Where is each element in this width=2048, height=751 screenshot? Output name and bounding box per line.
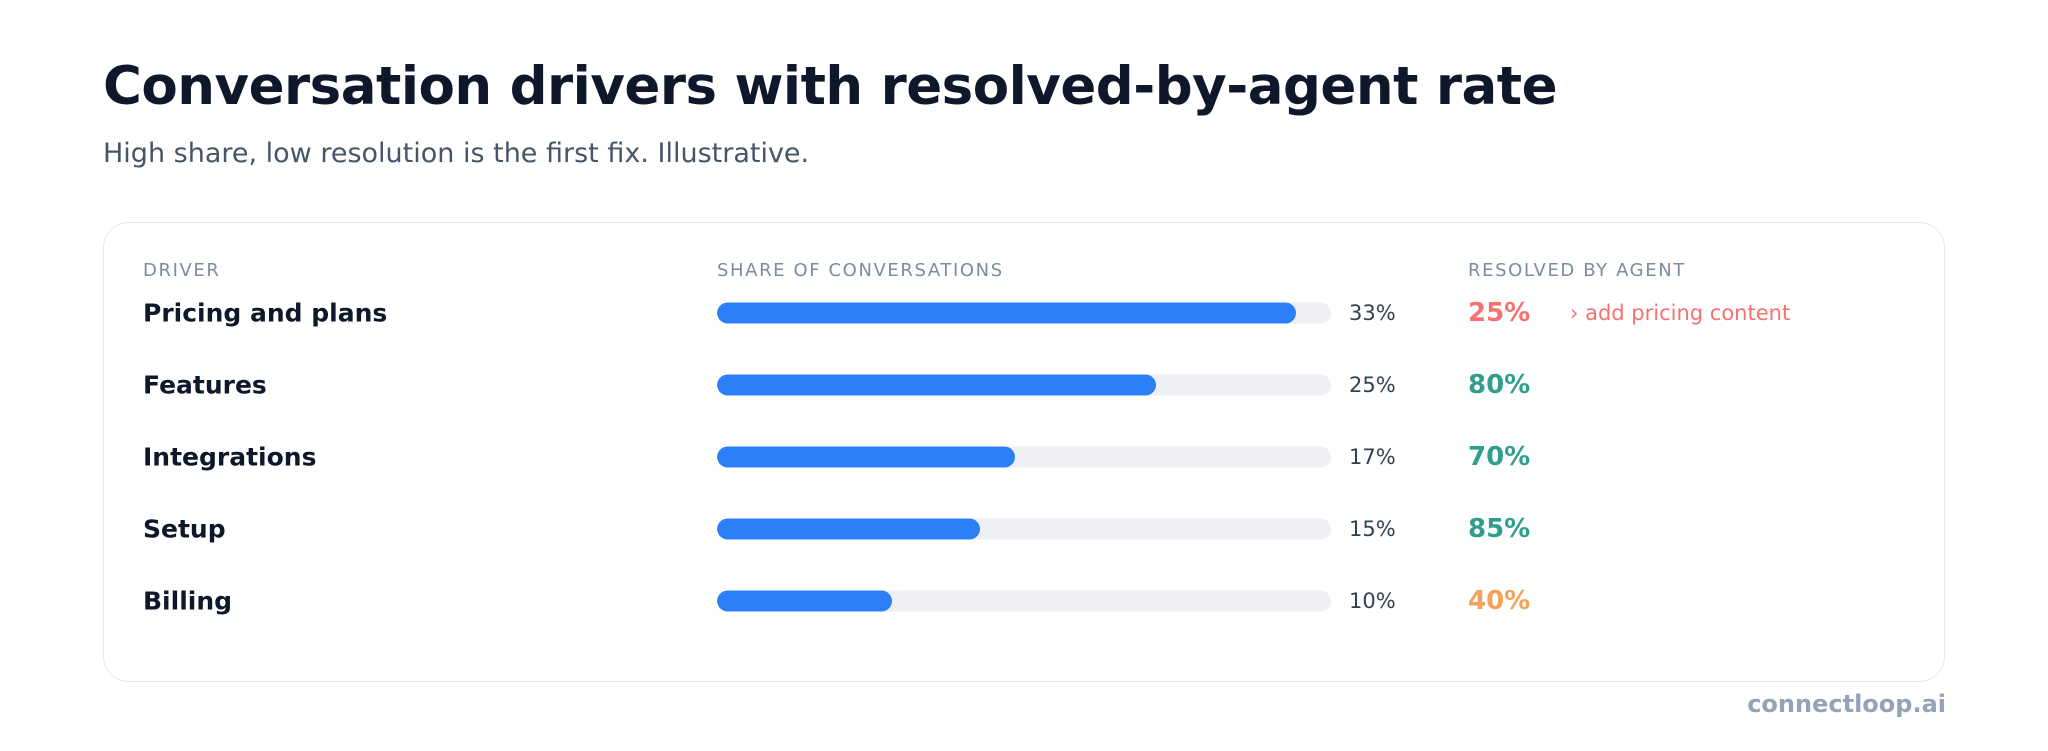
share-value-label: 10% xyxy=(1349,589,1396,613)
table-row: Integrations 17% 70% xyxy=(0,435,2048,479)
chart-subtitle: High share, low resolution is the first … xyxy=(103,138,810,169)
driver-label: Pricing and plans xyxy=(143,298,388,328)
share-value-label: 33% xyxy=(1349,301,1396,325)
share-value-label: 17% xyxy=(1349,445,1396,469)
table-row: Pricing and plans 33% 25% › add pricing con… xyxy=(0,291,2048,335)
driver-label: Features xyxy=(143,370,267,400)
driver-label: Integrations xyxy=(143,442,317,472)
brand-label: connectloop.ai xyxy=(1747,690,1946,718)
share-bar-track xyxy=(717,446,1331,468)
resolved-rate-label: 70% xyxy=(1468,442,1531,472)
table-row: Billing 10% 40% xyxy=(0,579,2048,623)
action-annotation: › add pricing content xyxy=(1570,301,1791,325)
share-bar xyxy=(717,374,1156,396)
table-row: Features 25% 80% xyxy=(0,363,2048,407)
resolved-rate-label: 40% xyxy=(1468,586,1531,616)
share-bar xyxy=(717,590,893,612)
share-bar xyxy=(717,302,1296,324)
table-row: Setup 15% 85% xyxy=(0,507,2048,551)
resolved-rate-label: 80% xyxy=(1468,370,1531,400)
column-header-resolved: RESOLVED BY AGENT xyxy=(1468,260,1686,281)
share-bar-track xyxy=(717,374,1331,396)
column-header-share: SHARE OF CONVERSATIONS xyxy=(717,260,1004,281)
share-bar-track xyxy=(717,518,1331,540)
share-value-label: 15% xyxy=(1349,517,1396,541)
resolved-rate-label: 85% xyxy=(1468,514,1531,544)
driver-label: Setup xyxy=(143,514,226,544)
share-value-label: 25% xyxy=(1349,373,1396,397)
resolved-rate-label: 25% xyxy=(1468,298,1531,328)
share-bar xyxy=(717,518,981,540)
share-bar-track xyxy=(717,590,1331,612)
driver-label: Billing xyxy=(143,586,233,616)
share-bar-track xyxy=(717,302,1331,324)
chart-title: Conversation drivers with resolved-by-ag… xyxy=(103,56,1558,117)
column-header-driver: DRIVER xyxy=(143,260,221,281)
share-bar xyxy=(717,446,1016,468)
